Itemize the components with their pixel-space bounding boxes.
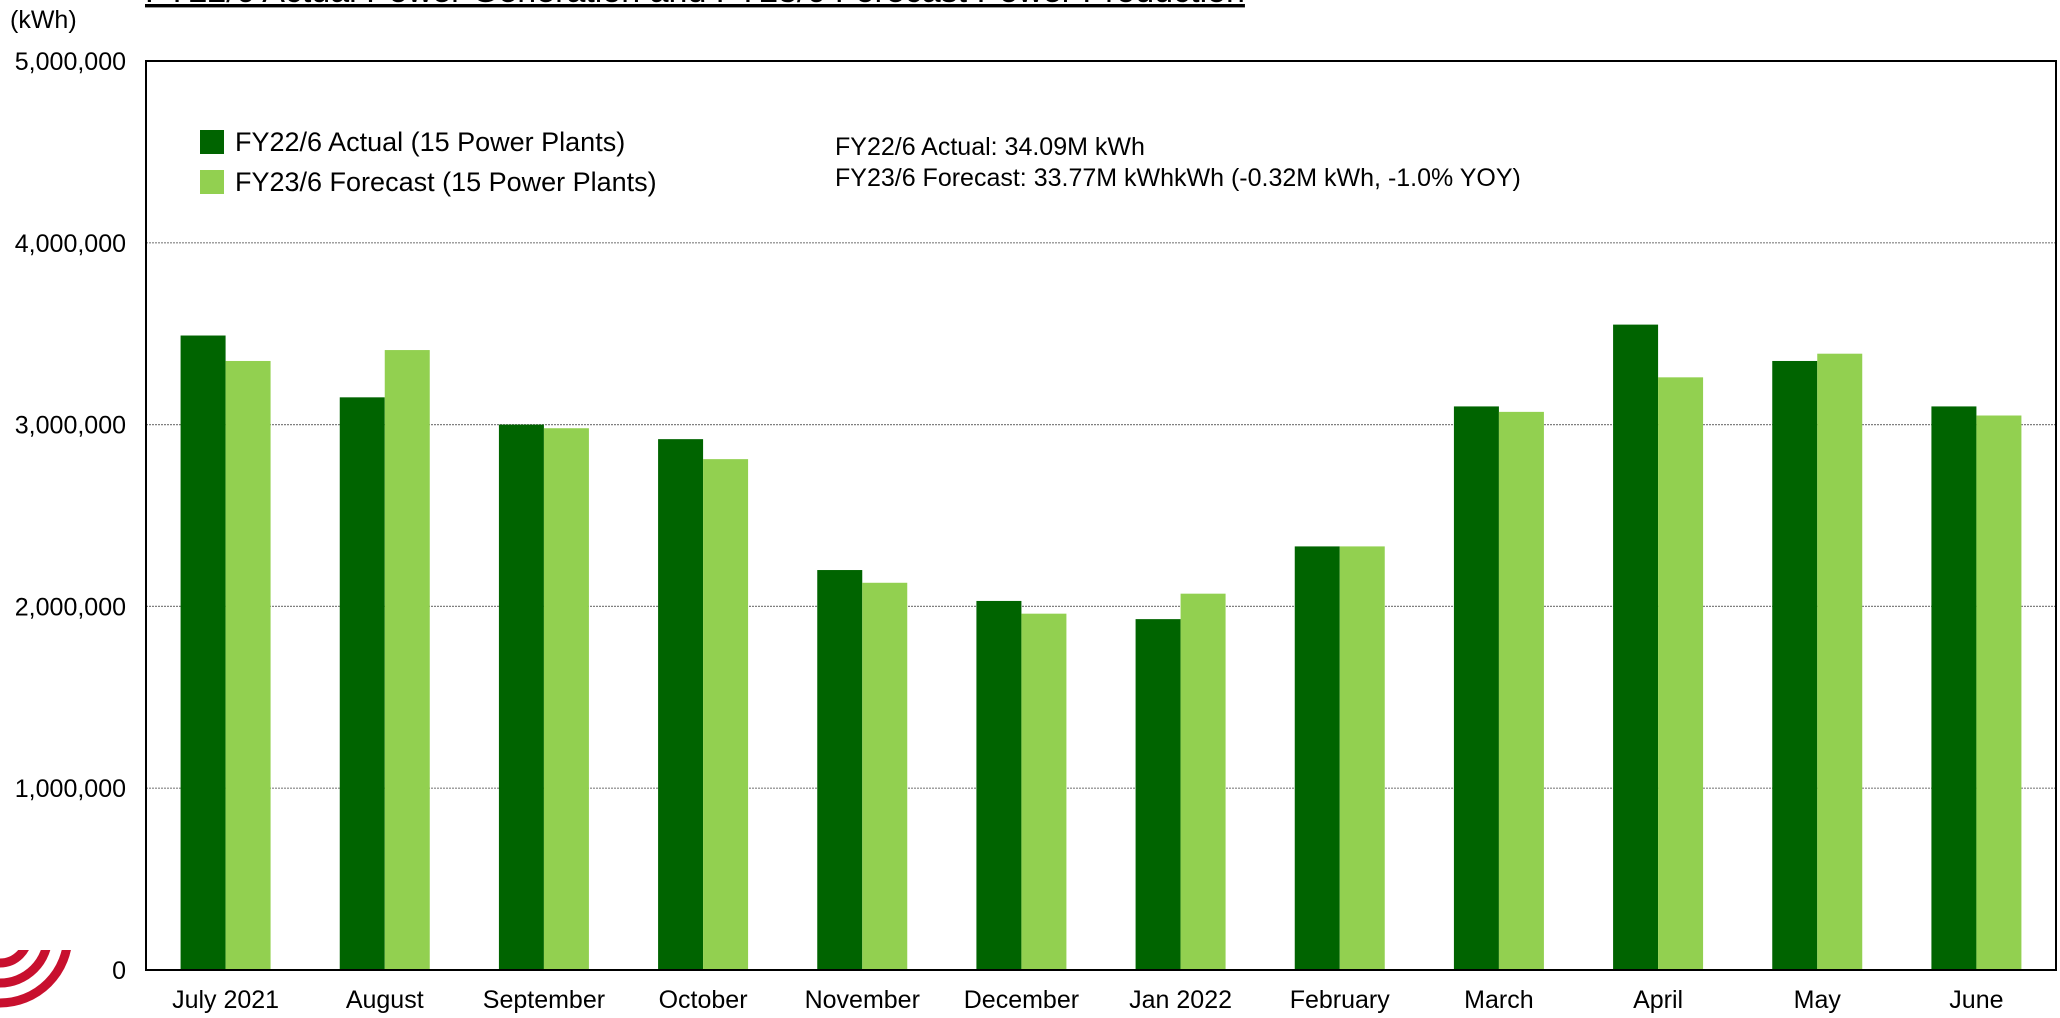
bar-forecast [703, 459, 749, 970]
bar-actual [1613, 324, 1659, 970]
bar-actual [976, 600, 1022, 970]
bar-forecast [384, 350, 430, 970]
bar-forecast [1021, 613, 1067, 970]
x-tick-label: December [964, 986, 1079, 1013]
legend-swatch-forecast [200, 170, 224, 194]
legend-label-actual: FY22/6 Actual (15 Power Plants) [235, 127, 625, 157]
bar-forecast [1498, 411, 1544, 970]
gridlines [146, 242, 2056, 789]
bar-forecast [225, 360, 271, 971]
y-tick-label: 3,000,000 [15, 412, 126, 440]
annotation-forecast-total: FY23/6 Forecast: 33.77M kWhkWh (-0.32M k… [835, 164, 1521, 192]
x-tick-label: November [805, 986, 920, 1013]
x-tick-label: Jan 2022 [1129, 986, 1232, 1013]
legend-label-forecast: FY23/6 Forecast (15 Power Plants) [235, 167, 657, 197]
summary-annotations: FY22/6 Actual: 34.09M kWh FY23/6 Forecas… [835, 133, 1521, 192]
legend: FY22/6 Actual (15 Power Plants) FY23/6 F… [200, 127, 657, 197]
bars [180, 324, 2022, 971]
bar-actual [1453, 406, 1499, 970]
y-tick-label: 4,000,000 [15, 230, 126, 258]
bar-actual [1135, 619, 1181, 970]
bar-forecast [1180, 593, 1226, 970]
bar-actual [1772, 360, 1818, 971]
chart-title: FY22/6 Actual Power Generation and FY23/… [145, 0, 1245, 10]
company-logo-icon [0, 950, 71, 1008]
bar-actual [180, 335, 226, 970]
annotation-actual-total: FY22/6 Actual: 34.09M kWh [835, 133, 1145, 161]
x-tick-label: February [1290, 986, 1391, 1013]
x-tick-label: July 2021 [172, 986, 279, 1013]
y-tick-label: 2,000,000 [15, 593, 126, 621]
x-tick-label: June [1949, 986, 2003, 1013]
bar-forecast [543, 428, 589, 971]
y-tick-label: 5,000,000 [15, 48, 126, 76]
bar-actual [498, 424, 544, 971]
legend-swatch-actual [200, 130, 224, 154]
bar-forecast [1339, 546, 1385, 970]
bar-forecast [1976, 415, 2022, 970]
bar-actual [1294, 546, 1340, 970]
x-tick-label: March [1464, 986, 1533, 1013]
x-tick-label: May [1794, 986, 1842, 1013]
x-tick-label: April [1633, 986, 1683, 1013]
bar-actual [817, 570, 863, 970]
bar-actual [1931, 406, 1977, 970]
x-tick-label: October [659, 986, 748, 1013]
bar-actual [339, 397, 385, 971]
bar-forecast [1658, 377, 1704, 970]
x-tick-label: September [483, 986, 605, 1013]
y-axis-unit-label: (kWh) [10, 6, 77, 34]
y-tick-label: 1,000,000 [15, 775, 126, 803]
plot-area-frame [145, 60, 2057, 971]
y-tick-label: 0 [112, 957, 126, 985]
bar-forecast [862, 582, 908, 970]
bar-forecast [1817, 353, 1863, 970]
x-axis-ticks: July 2021 August September October November D… [172, 986, 2003, 1014]
x-tick-label: August [346, 986, 424, 1013]
y-axis-ticks: 0 1,000,000 2,000,000 3,000,000 4,000,000 5,0… [15, 48, 126, 985]
bar-actual [658, 439, 704, 970]
